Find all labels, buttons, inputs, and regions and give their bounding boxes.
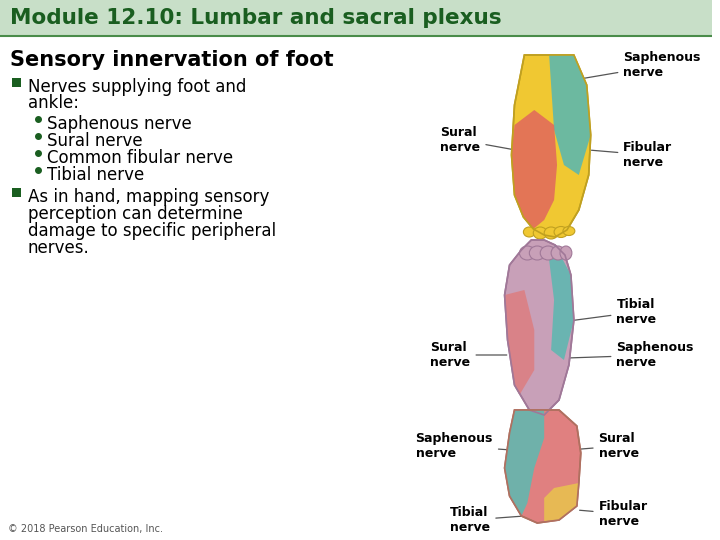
Ellipse shape <box>554 226 568 238</box>
Text: Sural
nerve: Sural nerve <box>572 432 639 460</box>
Polygon shape <box>511 110 557 229</box>
Text: nerves.: nerves. <box>27 239 89 257</box>
Text: Fibular
nerve: Fibular nerve <box>591 141 672 169</box>
Ellipse shape <box>540 246 556 260</box>
Polygon shape <box>505 410 581 523</box>
Text: Nerves supplying foot and: Nerves supplying foot and <box>27 78 246 96</box>
Polygon shape <box>505 240 574 415</box>
Ellipse shape <box>523 227 535 237</box>
Ellipse shape <box>560 246 572 260</box>
Polygon shape <box>505 410 544 516</box>
Polygon shape <box>511 55 590 237</box>
Text: Sural nerve: Sural nerve <box>48 132 143 150</box>
Ellipse shape <box>551 246 565 260</box>
Text: Sural
nerve: Sural nerve <box>431 341 507 369</box>
Text: Tibial
nerve: Tibial nerve <box>564 298 657 326</box>
Text: Saphenous
nerve: Saphenous nerve <box>415 432 509 460</box>
Polygon shape <box>505 290 534 395</box>
Ellipse shape <box>519 246 535 260</box>
Text: Tibial
nerve: Tibial nerve <box>450 506 521 534</box>
Text: Module 12.10: Lumbar and sacral plexus: Module 12.10: Lumbar and sacral plexus <box>10 8 502 28</box>
Text: Fibular
nerve: Fibular nerve <box>580 500 648 528</box>
Polygon shape <box>544 55 590 175</box>
Text: ankle:: ankle: <box>27 94 78 112</box>
Text: Saphenous
nerve: Saphenous nerve <box>570 341 694 369</box>
Text: Saphenous nerve: Saphenous nerve <box>48 115 192 133</box>
Ellipse shape <box>544 227 558 239</box>
Bar <box>12 78 21 87</box>
Polygon shape <box>544 483 579 521</box>
Polygon shape <box>549 245 574 360</box>
Text: Sensory innervation of foot: Sensory innervation of foot <box>10 50 333 70</box>
Text: © 2018 Pearson Education, Inc.: © 2018 Pearson Education, Inc. <box>8 524 163 534</box>
Text: damage to specific peripheral: damage to specific peripheral <box>27 222 276 240</box>
Ellipse shape <box>529 246 545 260</box>
Text: Saphenous
nerve: Saphenous nerve <box>577 51 701 79</box>
Text: As in hand, mapping sensory: As in hand, mapping sensory <box>27 188 269 206</box>
Text: Sural
nerve: Sural nerve <box>441 126 513 154</box>
Ellipse shape <box>534 227 547 239</box>
Text: perception can determine: perception can determine <box>27 205 243 223</box>
FancyBboxPatch shape <box>0 0 712 36</box>
Bar <box>12 188 21 197</box>
Text: Common fibular nerve: Common fibular nerve <box>48 149 233 167</box>
Ellipse shape <box>563 226 575 235</box>
Text: Tibial nerve: Tibial nerve <box>48 166 145 184</box>
